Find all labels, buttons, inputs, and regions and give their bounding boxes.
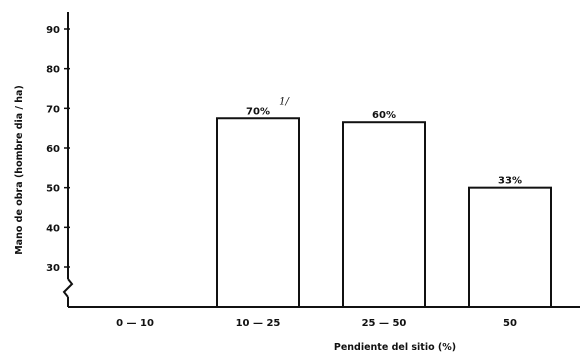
y-tick-label-90: 90	[46, 25, 60, 36]
y-tick-label-70: 70	[46, 104, 60, 115]
x-tick-label-1: 0 — 10	[116, 318, 154, 329]
x-tick-label-3: 25 — 50	[362, 318, 407, 329]
y-tick-label-80: 80	[46, 65, 60, 76]
x-tick-label-2: 10 — 25	[236, 318, 281, 329]
y-tick-label-60: 60	[46, 144, 60, 155]
labels: 30 40 50 60 70 80 90 0 — 10 70% 1/10 — 25 60% 25 — …	[46, 25, 522, 329]
y-axis-title: Mano de obra (hombre dia / ha)	[14, 85, 25, 255]
bar-3	[342, 121, 426, 309]
y-tick-label-40: 40	[46, 223, 60, 234]
bar-label-2: 70%	[246, 106, 270, 117]
x-tick-label-4: 50	[503, 318, 517, 329]
bar-label-3: 60%	[372, 110, 396, 121]
bar-label-4: 33%	[498, 176, 522, 187]
y-tick-label-30: 30	[46, 263, 60, 274]
footnote-mark: 1/	[279, 96, 290, 107]
bars	[216, 117, 552, 309]
x-axis-title: Pendiente del sitio (%)	[334, 342, 456, 353]
y-axis-break	[62, 278, 74, 298]
bar-4	[468, 186, 552, 309]
y-tick-label-50: 50	[46, 184, 60, 195]
bar-2	[216, 117, 300, 308]
